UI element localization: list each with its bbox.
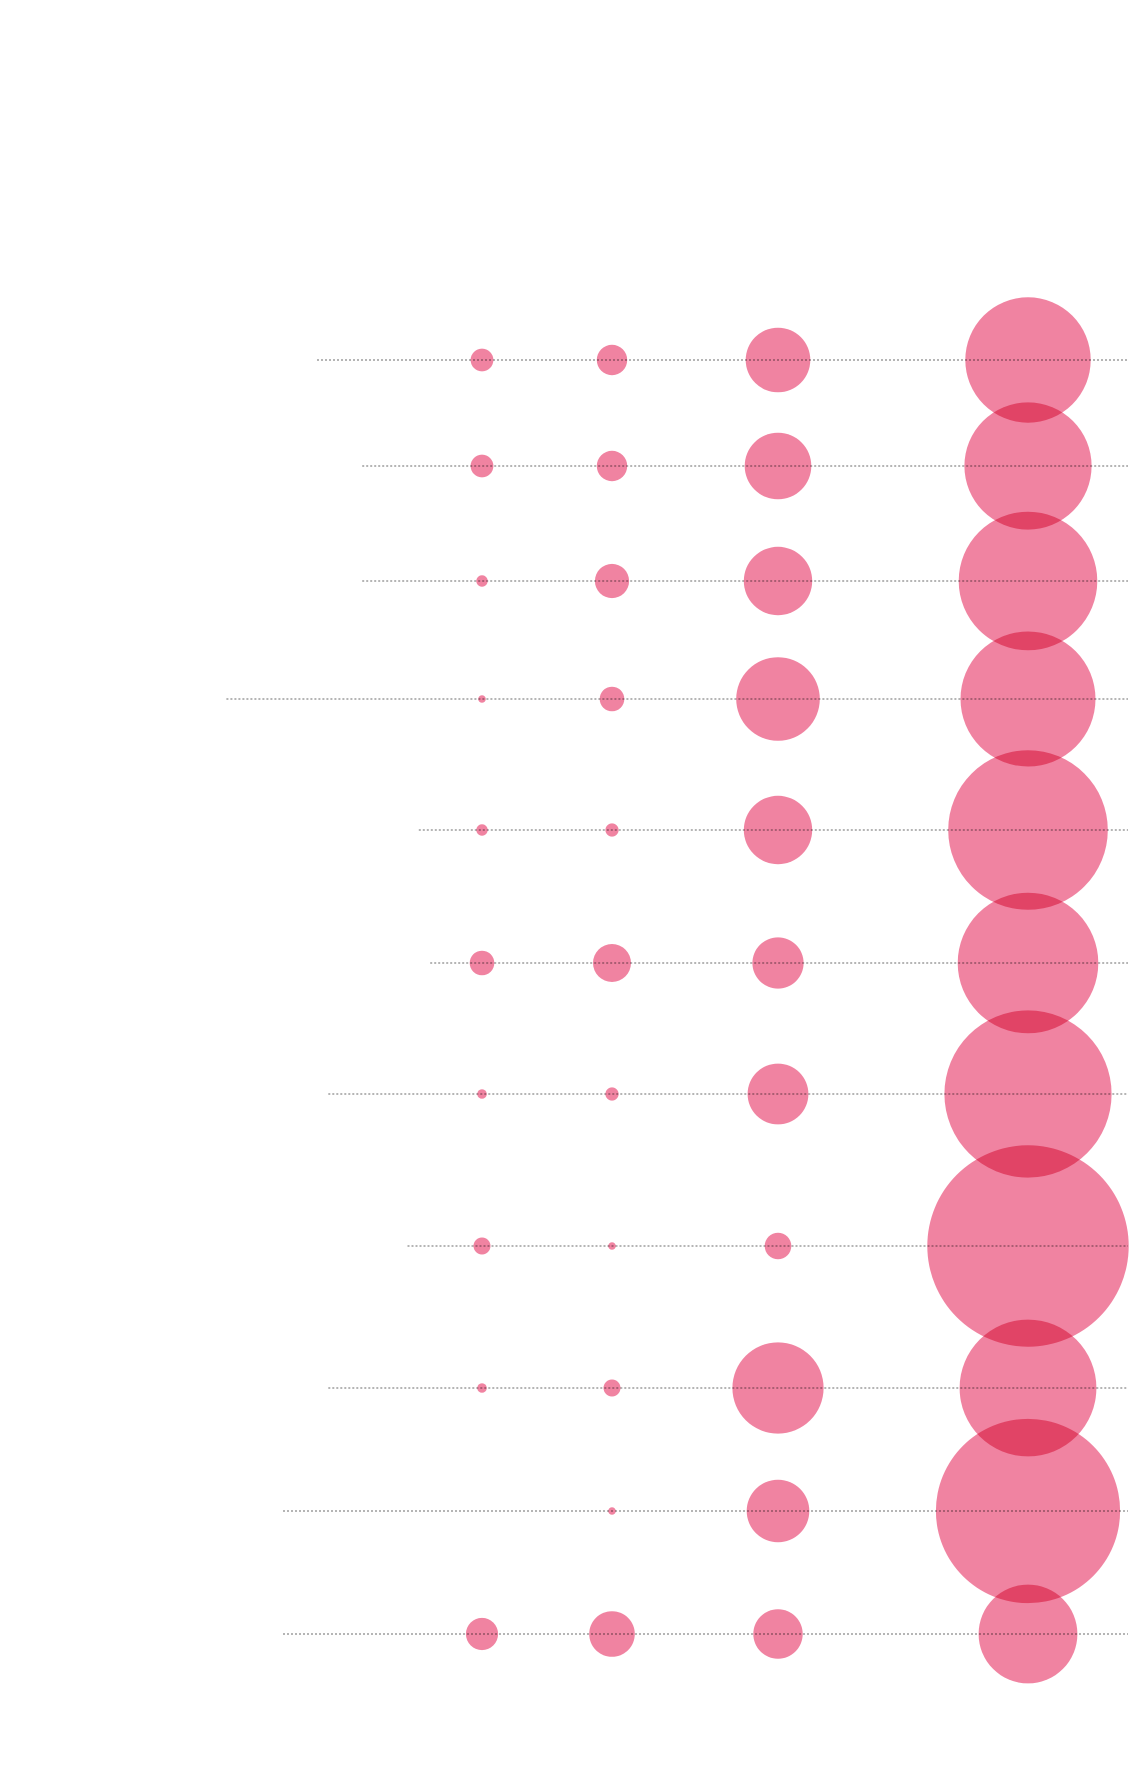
data-bubble: [744, 432, 812, 500]
bubbles: [465, 297, 1129, 1684]
data-bubble: [477, 1383, 487, 1393]
data-bubble: [478, 695, 486, 703]
data-bubble: [608, 1507, 616, 1515]
data-bubble: [477, 1089, 487, 1099]
data-bubble: [465, 1617, 499, 1651]
data-bubble: [944, 1010, 1112, 1178]
data-bubble: [605, 1087, 619, 1101]
data-bubble: [927, 1145, 1129, 1347]
data-bubble: [476, 575, 488, 587]
data-bubble: [746, 1479, 810, 1543]
data-bubble: [469, 950, 495, 976]
data-bubble: [935, 1418, 1121, 1604]
data-bubble: [957, 892, 1099, 1034]
data-bubble: [596, 344, 628, 376]
data-bubble: [960, 631, 1096, 767]
data-bubble: [743, 795, 813, 865]
data-bubble: [596, 450, 628, 482]
data-bubble: [732, 1342, 824, 1434]
data-bubble: [603, 1379, 621, 1397]
data-bubble: [473, 1237, 491, 1255]
data-bubble: [978, 1584, 1078, 1684]
data-bubble: [589, 1611, 635, 1657]
data-bubble: [593, 944, 631, 982]
data-bubble: [958, 511, 1098, 651]
data-bubble: [470, 348, 494, 372]
data-bubble: [752, 937, 804, 989]
data-bubble: [608, 1242, 616, 1250]
data-bubble: [747, 1063, 809, 1125]
data-bubble: [594, 563, 630, 599]
data-bubble: [948, 750, 1108, 910]
data-bubble: [764, 1232, 792, 1260]
data-bubble: [965, 297, 1091, 423]
data-bubble: [599, 686, 625, 712]
data-bubble: [470, 454, 494, 478]
data-bubble: [964, 402, 1092, 530]
data-bubble: [753, 1609, 803, 1659]
data-bubble: [959, 1319, 1097, 1457]
data-bubble: [605, 823, 619, 837]
data-bubble: [745, 327, 811, 393]
data-bubble: [476, 824, 488, 836]
data-bubble: [736, 657, 820, 741]
data-bubble: [743, 546, 813, 616]
